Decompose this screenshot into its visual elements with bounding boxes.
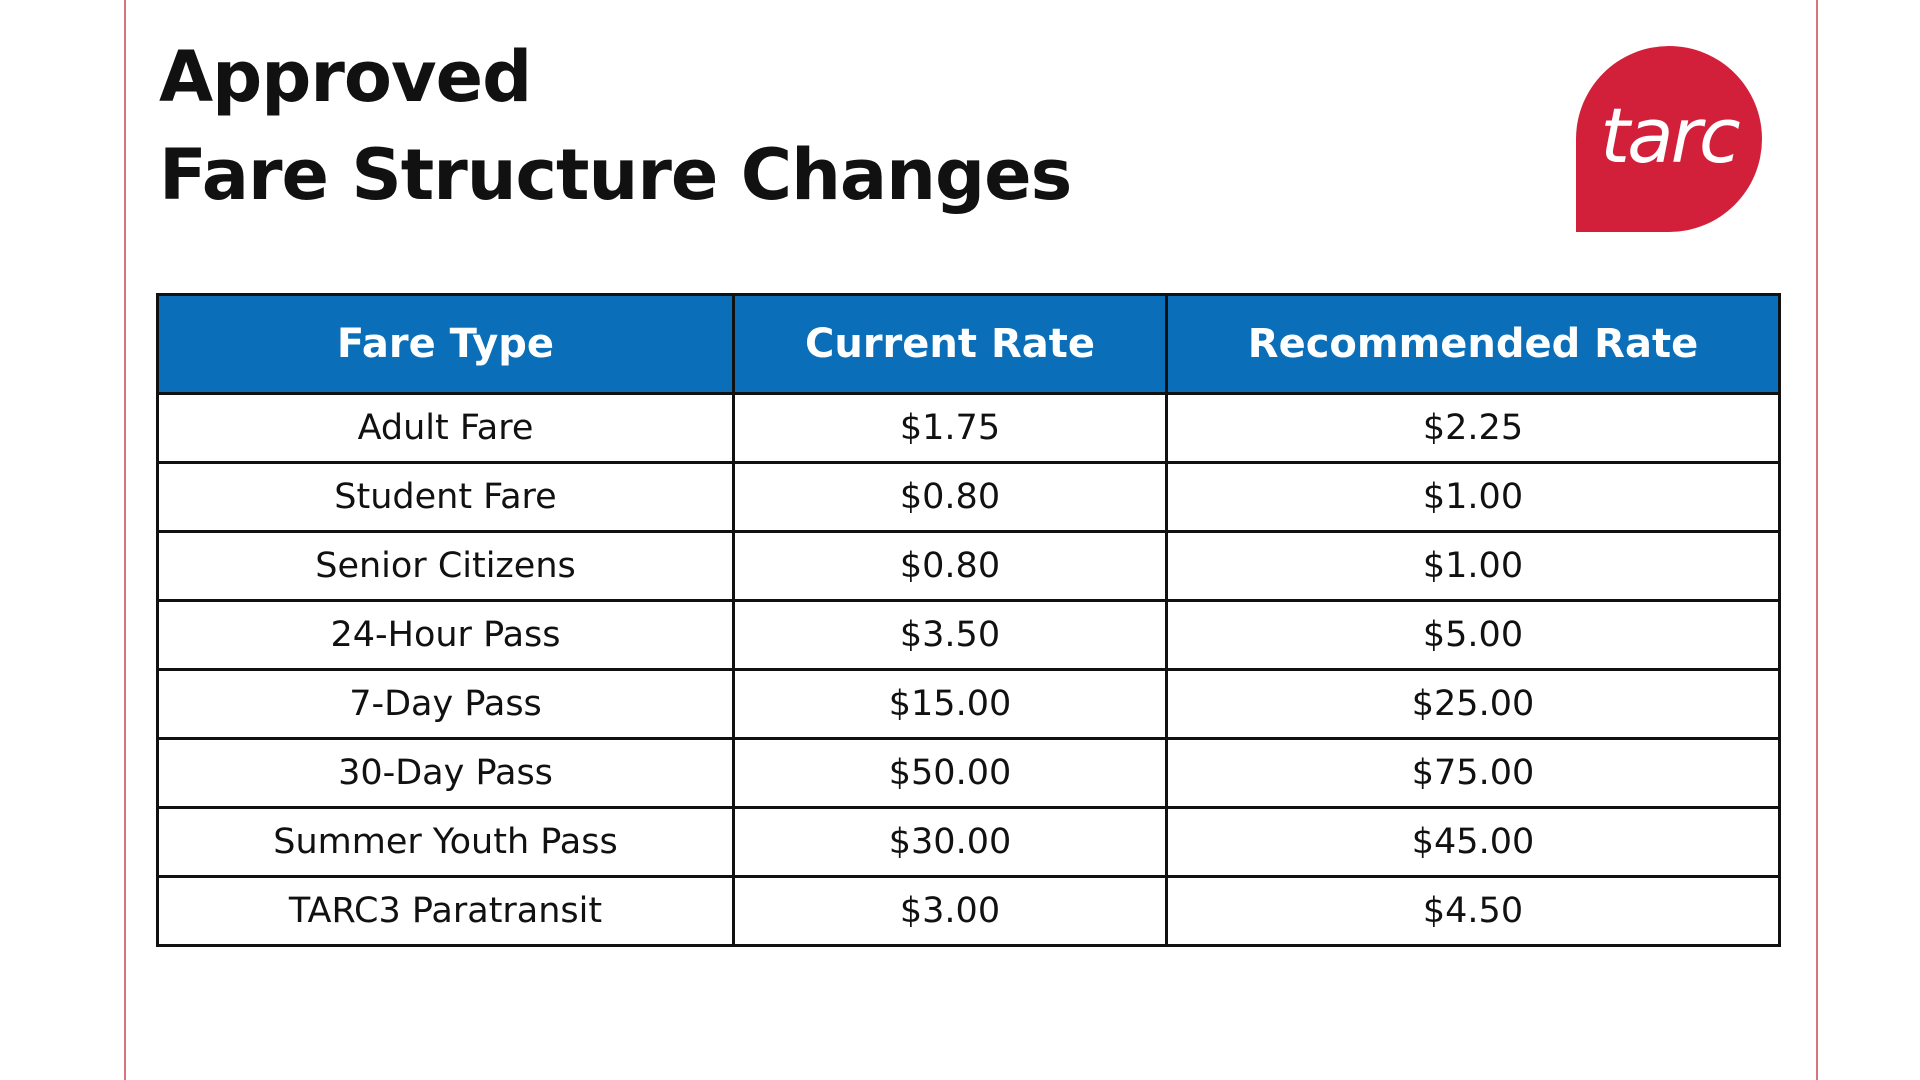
table-cell: $30.00: [732, 806, 1168, 878]
table-cell: Senior Citizens: [156, 530, 735, 602]
table-head: Fare Type Current Rate Recommended Rate: [156, 293, 1781, 395]
table-body: Adult Fare $1.75 $2.25 Student Fare $0.80 $1.…: [156, 392, 1781, 947]
table-cell: Adult Fare: [156, 392, 735, 464]
table-row: TARC3 Paratransit $3.00 $4.50: [156, 875, 1781, 947]
table-cell: $50.00: [732, 737, 1168, 809]
table-row: 7-Day Pass $15.00 $25.00: [156, 668, 1781, 740]
table-cell: $75.00: [1165, 737, 1781, 809]
table-cell: 7-Day Pass: [156, 668, 735, 740]
fare-table: Fare Type Current Rate Recommended Rate Ad…: [156, 293, 1781, 947]
title-line: Approved: [159, 36, 532, 118]
title-line: Fare Structure Changes: [159, 134, 1072, 216]
column-header: Current Rate: [732, 293, 1168, 395]
table-cell: $0.80: [732, 461, 1168, 533]
slide-frame: [124, 0, 1818, 1080]
table-row: 24-Hour Pass $3.50 $5.00: [156, 599, 1781, 671]
table-cell: Student Fare: [156, 461, 735, 533]
table-cell: TARC3 Paratransit: [156, 875, 735, 947]
table-cell: $4.50: [1165, 875, 1781, 947]
table-cell: $1.75: [732, 392, 1168, 464]
table-cell: $45.00: [1165, 806, 1781, 878]
table-row: Adult Fare $1.75 $2.25: [156, 392, 1781, 464]
table-row: Student Fare $0.80 $1.00: [156, 461, 1781, 533]
logo-text: tarc: [1600, 91, 1740, 180]
table-cell: $25.00: [1165, 668, 1781, 740]
column-header: Recommended Rate: [1165, 293, 1781, 395]
table-cell: $3.00: [732, 875, 1168, 947]
table-row: 30-Day Pass $50.00 $75.00: [156, 737, 1781, 809]
table-cell: $2.25: [1165, 392, 1781, 464]
header-row: Fare Type Current Rate Recommended Rate: [156, 293, 1781, 395]
logo: tarc: [1576, 46, 1762, 232]
table-cell: $15.00: [732, 668, 1168, 740]
column-header: Fare Type: [156, 293, 735, 395]
table-cell: $1.00: [1165, 461, 1781, 533]
table-cell: $1.00: [1165, 530, 1781, 602]
table-cell: $0.80: [732, 530, 1168, 602]
table-row: Summer Youth Pass $30.00 $45.00: [156, 806, 1781, 878]
table-cell: 24-Hour Pass: [156, 599, 735, 671]
table-row: Senior Citizens $0.80 $1.00: [156, 530, 1781, 602]
table-cell: $5.00: [1165, 599, 1781, 671]
table-cell: 30-Day Pass: [156, 737, 735, 809]
table-cell: Summer Youth Pass: [156, 806, 735, 878]
table-cell: $3.50: [732, 599, 1168, 671]
